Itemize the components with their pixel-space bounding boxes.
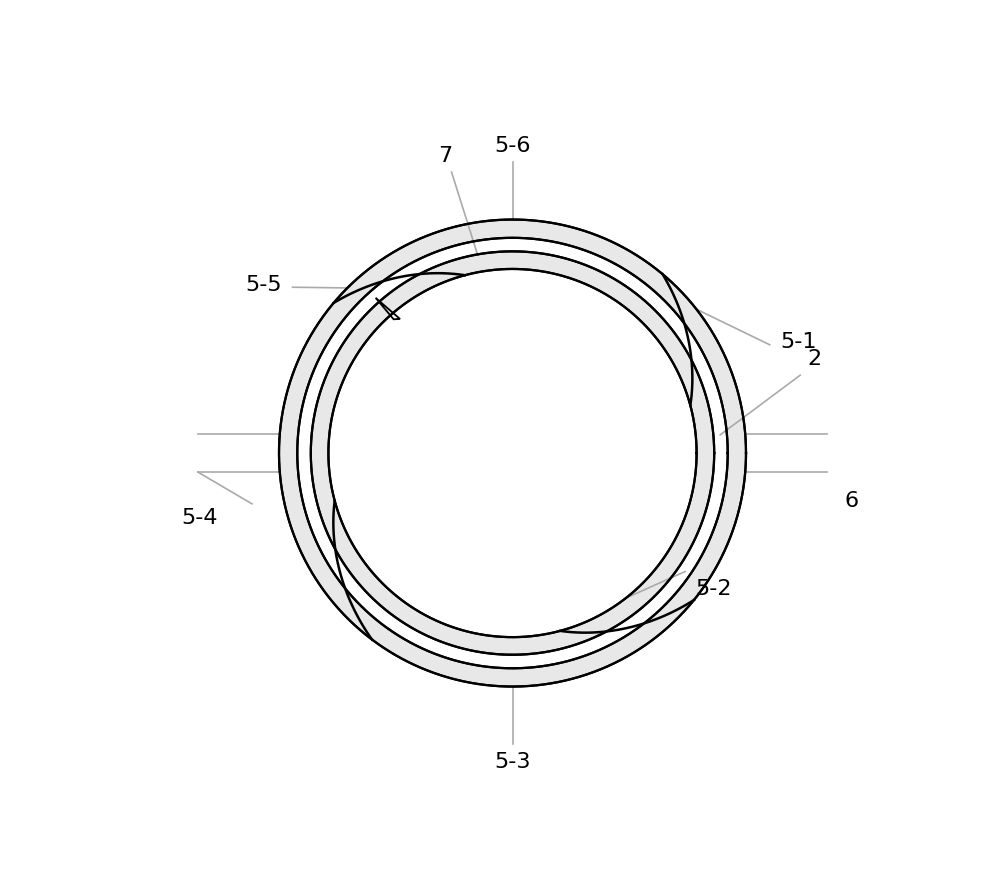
Text: 7: 7 [438,147,452,166]
Text: 6: 6 [844,491,858,511]
Text: 5-6: 5-6 [494,136,531,156]
Text: 5-1: 5-1 [780,332,816,352]
Polygon shape [311,252,714,655]
Text: 5-2: 5-2 [695,579,732,599]
Text: 5-5: 5-5 [246,275,282,294]
Text: 2: 2 [807,349,821,369]
Polygon shape [279,220,746,687]
Text: 5-3: 5-3 [494,751,531,771]
Text: 5-4: 5-4 [182,507,218,528]
